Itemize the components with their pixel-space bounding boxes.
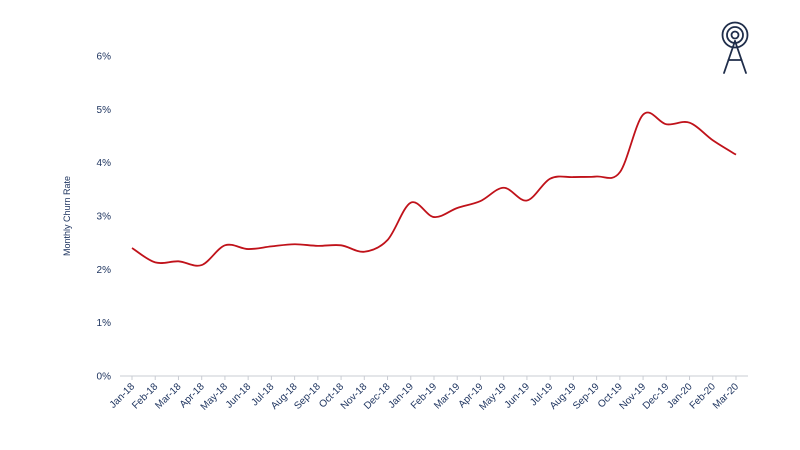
- x-tick-label: Dec-19: [641, 381, 672, 412]
- y-tick-label: 6%: [97, 52, 112, 63]
- radio-tower-icon: [721, 21, 749, 74]
- y-axis-title: Monthly Churn Rate: [62, 176, 72, 256]
- x-tick-label: Jun-18: [224, 381, 254, 411]
- y-tick-label: 4%: [97, 158, 112, 169]
- x-tick-label: Mar-20: [711, 381, 741, 411]
- x-tick-label: Sep-19: [571, 381, 602, 412]
- x-tick-label: Mar-18: [153, 381, 183, 411]
- x-tick-label: Sep-18: [292, 381, 323, 412]
- x-axis-ticks: Jan-18Feb-18Mar-18Apr-18May-18Jun-18Jul-…: [108, 376, 741, 413]
- series-lines: [131, 111, 737, 267]
- y-tick-label: 1%: [97, 318, 112, 329]
- series-line-churn: [131, 111, 737, 267]
- y-tick-label: 5%: [97, 105, 112, 116]
- y-tick-label: 2%: [97, 265, 112, 276]
- x-tick-label: Dec-18: [362, 381, 393, 412]
- x-tick-label: Jun-19: [503, 381, 533, 411]
- y-tick-label: 3%: [97, 212, 112, 223]
- y-tick-label: 0%: [97, 372, 112, 383]
- x-tick-label: Mar-19: [432, 381, 462, 411]
- y-axis-ticks: 0% 1% 2% 3% 4% 5% 6%: [97, 52, 112, 383]
